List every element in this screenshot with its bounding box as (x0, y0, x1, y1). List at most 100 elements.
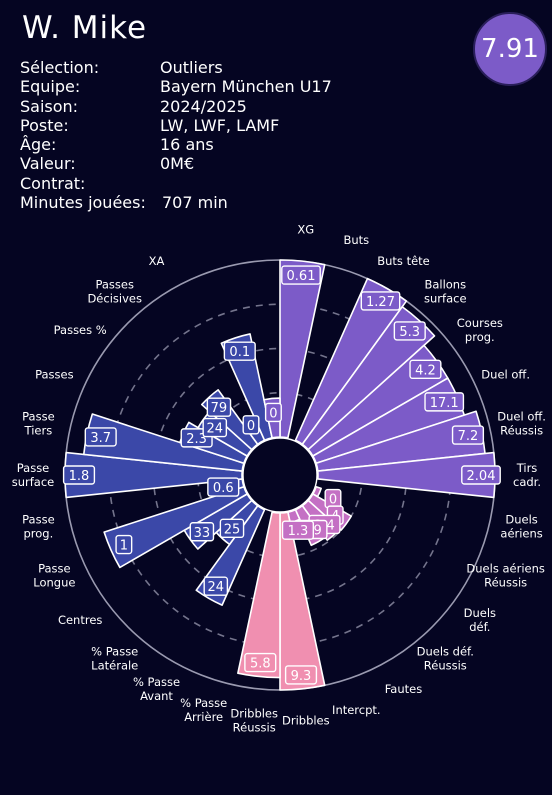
category-label-duels-def-reussis: Duels déf. Réussis (417, 645, 474, 673)
category-label-duel-off-reussis: Duel off. Réussis (497, 410, 546, 438)
category-label-intercpt: Intercpt. (332, 703, 381, 717)
value-label: 1.3 (281, 520, 315, 540)
category-label-passe-avant: % Passe Avant (133, 675, 180, 703)
category-label-courses-prog: Courses prog. (457, 316, 503, 344)
value-text: 25 (224, 522, 241, 537)
info-label: Valeur: (20, 154, 76, 174)
value-text: 0 (329, 493, 337, 508)
player-name: W. Mike (22, 10, 148, 46)
bar-xg (279, 259, 326, 439)
info-label: Poste: (20, 115, 69, 135)
value-box (393, 321, 426, 341)
category-label-dribbles: Dribbles (282, 714, 330, 728)
value-text: 0 (247, 419, 255, 434)
info-value: 2024/2025 (160, 96, 247, 116)
value-box (207, 477, 240, 497)
value-text: 1.27 (366, 295, 395, 310)
info-label: Contrat: (20, 173, 86, 193)
category-label-duels-def: Duels déf. (464, 606, 496, 634)
value-label: 1.27 (360, 291, 401, 311)
value-label: 79 (206, 397, 232, 417)
value-text: 4.2 (415, 363, 436, 378)
value-box (242, 415, 260, 435)
value-label: 33 (189, 522, 215, 542)
category-label-passe-longue: Passe Longue (33, 561, 75, 589)
value-label: 0 (264, 402, 282, 423)
value-text: 0.1 (229, 345, 250, 360)
value-text: 9.3 (291, 669, 312, 684)
value-label: 3.7 (84, 427, 117, 447)
value-label: 25 (219, 518, 245, 539)
category-label-passe-surface: Passe surface (12, 461, 55, 489)
category-label-xa: XA (149, 254, 165, 268)
value-box (360, 291, 401, 311)
bar-passe-tiers (82, 413, 245, 472)
value-box (62, 465, 96, 485)
category-label-passes-decisives: Passes Décisives (87, 277, 142, 305)
info-value: Outliers (160, 58, 223, 77)
category-label-passes: Passes % (54, 323, 107, 337)
value-box (284, 665, 318, 685)
value-label: 1.8 (62, 465, 96, 485)
value-label: 2.04 (461, 465, 501, 485)
value-label: 24 (202, 417, 228, 438)
value-box (244, 652, 277, 673)
category-label-duels-aeriens: Duels aériens (500, 512, 542, 540)
info-value: LW, LWF, LAMF (160, 115, 280, 135)
value-box (424, 392, 465, 412)
value-box (461, 465, 501, 485)
category-label-dribbles-reussis: Dribbles Réussis (230, 707, 278, 735)
bar-buts-tete (294, 277, 408, 446)
value-text: 2.3 (186, 432, 207, 447)
value-text: 7.2 (458, 429, 479, 444)
bar-ballons-surface (301, 305, 436, 451)
chart-value-labels: 0.611.275.34.217.17.22.04042.40.91.39.35… (62, 265, 501, 685)
category-label-passe-prog: Passe prog. (22, 512, 55, 540)
value-label: 24 (203, 576, 229, 596)
value-box (202, 417, 228, 438)
bar-dribbles (279, 511, 326, 691)
value-label: 5.8 (244, 652, 277, 673)
info-label: Saison: (20, 96, 79, 116)
value-text: 1.3 (288, 524, 309, 539)
info-value: 0M€ (160, 154, 195, 174)
value-text: 5.3 (399, 325, 420, 340)
category-label-xg: XG (297, 222, 314, 236)
category-label-duels-aeriens-reussis: Duels aériens Réussis (466, 561, 544, 589)
category-label-passe-tiers: Passe Tiers (22, 410, 55, 438)
value-text: 2.04 (467, 469, 496, 484)
value-text: 0.61 (287, 269, 316, 284)
value-box (451, 425, 485, 445)
value-label: 1 (115, 534, 133, 555)
value-text: 5.8 (250, 657, 271, 672)
value-label: 7.2 (451, 425, 485, 445)
value-text: 0.6 (213, 481, 234, 496)
info-label: Minutes jouées: (20, 193, 146, 213)
value-label: 0.61 (281, 265, 321, 285)
value-box (219, 518, 245, 539)
value-text: 79 (211, 401, 228, 416)
value-text: 17.1 (430, 396, 459, 411)
info-label: Sélection: (20, 58, 100, 77)
category-label-ballons-surface: Ballons surface (424, 277, 467, 305)
category-label-centres: Centres (58, 613, 102, 627)
value-label: 0.6 (207, 477, 240, 497)
value-box (115, 534, 133, 555)
value-text: 1.8 (69, 469, 90, 484)
value-box (264, 402, 282, 423)
value-text: 33 (194, 526, 211, 541)
category-label-tirs-cadr: Tirs cadr. (513, 461, 541, 489)
bar-passe-surface (64, 451, 244, 499)
bar-passe-longue (103, 485, 248, 569)
info-value: 707 min (162, 193, 228, 213)
value-label: 9.3 (284, 665, 318, 685)
value-label: 0 (324, 488, 342, 509)
value-text: 0 (269, 406, 277, 421)
category-label-buts-tete: Buts tête (377, 254, 430, 268)
value-text: 3.7 (90, 431, 111, 446)
value-text: 1 (120, 539, 128, 554)
value-label: 0 (242, 415, 260, 435)
value-label: 0.1 (223, 341, 256, 361)
value-box (281, 520, 315, 540)
